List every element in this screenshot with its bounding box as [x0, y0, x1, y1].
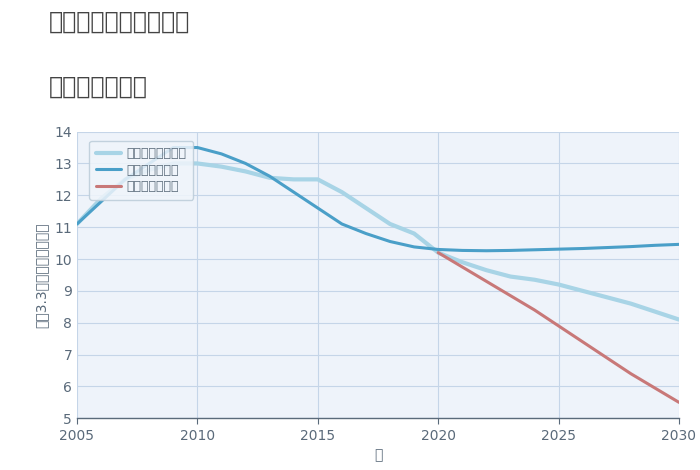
ノーマルシナリオ — [145, 167, 153, 172]
グッドシナリオ — [193, 145, 202, 150]
グッドシナリオ — [410, 244, 419, 250]
ノーマルシナリオ — [193, 161, 202, 166]
グッドシナリオ — [169, 145, 178, 150]
Y-axis label: 平（3.3㎡）単価（万円）: 平（3.3㎡）単価（万円） — [35, 222, 49, 328]
バッドシナリオ — [554, 323, 563, 329]
ノーマルシナリオ — [578, 288, 587, 294]
ノーマルシナリオ — [603, 294, 611, 300]
ノーマルシナリオ — [241, 169, 250, 174]
X-axis label: 年: 年 — [374, 448, 382, 462]
Legend: ノーマルシナリオ, グッドシナリオ, バッドシナリオ: ノーマルシナリオ, グッドシナリオ, バッドシナリオ — [90, 141, 193, 200]
ノーマルシナリオ — [217, 164, 225, 170]
ノーマルシナリオ — [626, 301, 635, 306]
Text: 土地の価格推移: 土地の価格推移 — [49, 75, 148, 99]
ノーマルシナリオ — [73, 221, 81, 227]
グッドシナリオ — [337, 221, 346, 227]
グッドシナリオ — [506, 248, 514, 253]
バッドシナリオ — [506, 293, 514, 298]
ノーマルシナリオ — [482, 267, 491, 273]
グッドシナリオ — [290, 189, 298, 195]
グッドシナリオ — [675, 242, 683, 247]
ノーマルシナリオ — [169, 161, 178, 166]
バッドシナリオ — [482, 279, 491, 284]
グッドシナリオ — [265, 173, 274, 179]
ノーマルシナリオ — [410, 231, 419, 236]
バッドシナリオ — [603, 355, 611, 360]
グッドシナリオ — [626, 244, 635, 250]
バッドシナリオ — [651, 385, 659, 391]
バッドシナリオ — [578, 339, 587, 345]
バッドシナリオ — [675, 400, 683, 405]
グッドシナリオ — [482, 248, 491, 253]
ノーマルシナリオ — [651, 309, 659, 314]
ノーマルシナリオ — [386, 221, 394, 227]
Line: グッドシナリオ: グッドシナリオ — [77, 148, 679, 251]
グッドシナリオ — [217, 151, 225, 157]
Line: ノーマルシナリオ: ノーマルシナリオ — [77, 164, 679, 320]
バッドシナリオ — [458, 264, 466, 270]
グッドシナリオ — [603, 245, 611, 251]
グッドシナリオ — [651, 243, 659, 248]
グッドシナリオ — [362, 231, 370, 236]
Text: 三重県鈴鹿市越知町の: 三重県鈴鹿市越知町の — [49, 9, 190, 33]
ノーマルシナリオ — [506, 274, 514, 279]
グッドシナリオ — [121, 177, 130, 182]
グッドシナリオ — [458, 248, 466, 253]
Line: バッドシナリオ: バッドシナリオ — [438, 253, 679, 402]
グッドシナリオ — [578, 246, 587, 251]
グッドシナリオ — [434, 247, 442, 252]
ノーマルシナリオ — [675, 317, 683, 322]
グッドシナリオ — [97, 199, 105, 204]
ノーマルシナリオ — [265, 175, 274, 180]
ノーマルシナリオ — [290, 177, 298, 182]
バッドシナリオ — [434, 250, 442, 256]
ノーマルシナリオ — [434, 250, 442, 256]
グッドシナリオ — [386, 239, 394, 244]
ノーマルシナリオ — [97, 196, 105, 201]
ノーマルシナリオ — [458, 259, 466, 265]
グッドシナリオ — [145, 161, 153, 166]
バッドシナリオ — [626, 371, 635, 376]
ノーマルシナリオ — [337, 189, 346, 195]
グッドシナリオ — [314, 205, 322, 211]
グッドシナリオ — [531, 247, 539, 252]
ノーマルシナリオ — [314, 177, 322, 182]
ノーマルシナリオ — [554, 282, 563, 287]
ノーマルシナリオ — [531, 277, 539, 282]
ノーマルシナリオ — [121, 177, 130, 182]
ノーマルシナリオ — [362, 205, 370, 211]
バッドシナリオ — [531, 307, 539, 313]
グッドシナリオ — [241, 161, 250, 166]
グッドシナリオ — [73, 221, 81, 227]
グッドシナリオ — [554, 246, 563, 252]
